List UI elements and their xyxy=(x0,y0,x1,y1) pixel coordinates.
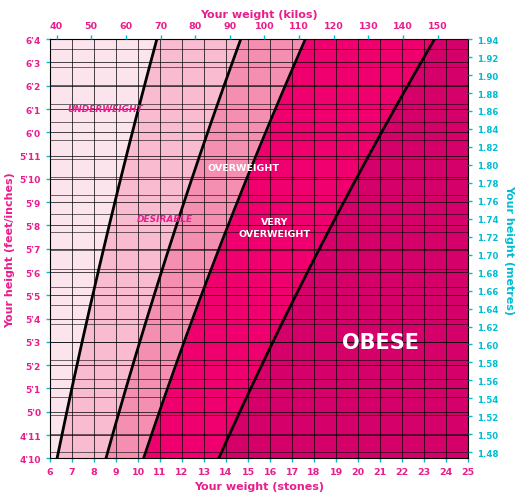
Text: DESIRABLE: DESIRABLE xyxy=(136,214,193,223)
Y-axis label: Your height (metres): Your height (metres) xyxy=(504,184,514,314)
Text: VERY
OVERWEIGHT: VERY OVERWEIGHT xyxy=(238,218,310,238)
Y-axis label: Your height (feet/inches): Your height (feet/inches) xyxy=(5,171,15,327)
Text: OVERWEIGHT: OVERWEIGHT xyxy=(208,164,280,173)
Text: OBESE: OBESE xyxy=(341,333,419,352)
X-axis label: Your weight (stones): Your weight (stones) xyxy=(194,480,324,490)
Text: UNDERWEIGHT: UNDERWEIGHT xyxy=(67,105,143,114)
X-axis label: Your weight (kilos): Your weight (kilos) xyxy=(200,10,318,20)
